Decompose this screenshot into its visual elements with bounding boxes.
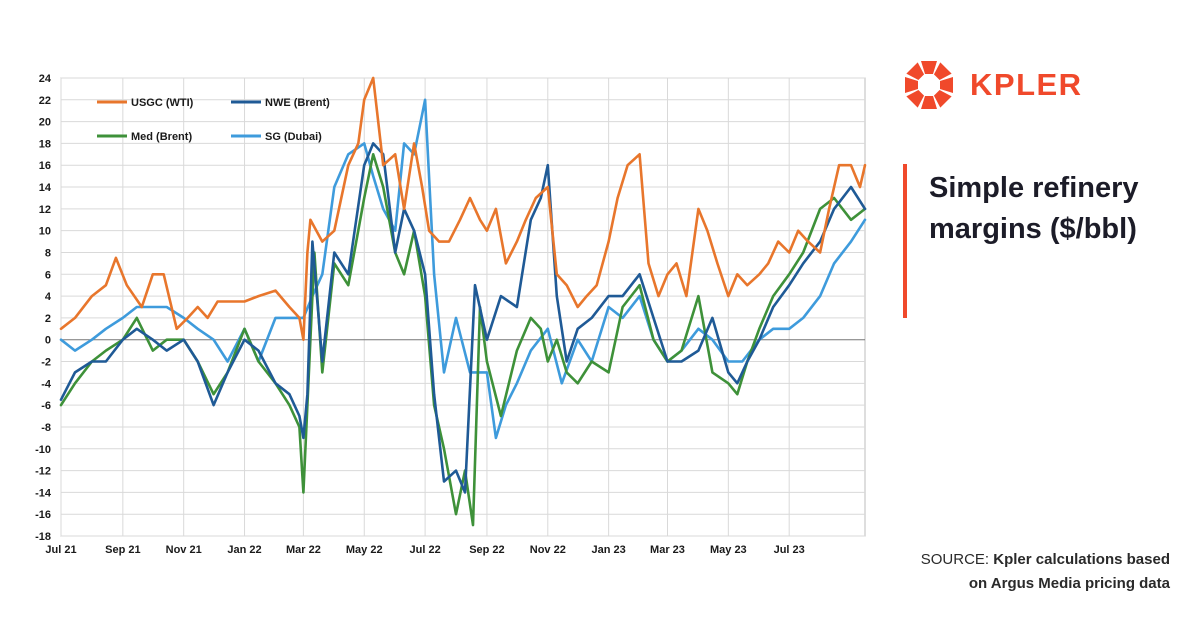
logo-wedge: [906, 62, 925, 81]
y-tick-label: 4: [45, 291, 52, 303]
x-tick-label: Jan 23: [592, 544, 626, 556]
legend-label: NWE (Brent): [265, 97, 330, 109]
x-tick-label: Jul 23: [774, 544, 805, 556]
x-gridlines: [60, 78, 790, 536]
y-tick-label: -10: [35, 444, 51, 456]
x-tick-label: Sep 21: [105, 544, 140, 556]
y-tick-label: 12: [39, 204, 51, 216]
source-prefix: SOURCE:: [920, 551, 994, 568]
x-tick-label: Jul 22: [410, 544, 441, 556]
logo-wedge: [905, 77, 918, 93]
series-line: [59, 142, 867, 494]
x-tick-label: Mar 23: [650, 544, 685, 556]
legend-label: SG (Dubai): [265, 131, 322, 143]
logo-wedge: [940, 77, 953, 93]
y-tick-label: -4: [41, 378, 52, 390]
y-tick-label: -18: [35, 531, 51, 543]
series-line: [59, 76, 867, 342]
source-note: SOURCE: Kpler calculations based on Argu…: [910, 548, 1170, 596]
legend: USGC (WTI) NWE (Brent) Med (Brent) SG (Duba…: [97, 97, 330, 143]
logo-wedge: [933, 89, 952, 108]
y-tick-label: 8: [45, 247, 51, 259]
y-gridlines: [61, 77, 865, 537]
y-tick-label: -6: [41, 400, 51, 412]
source-text: Kpler calculations based on Argus Media …: [968, 551, 1170, 592]
x-tick-label: May 23: [710, 544, 747, 556]
series-line: [59, 98, 867, 440]
y-axis-tick-labels: 242220181614121086420-2-4-6-8-10-12-14-1…: [35, 73, 52, 543]
y-tick-label: 2: [45, 313, 51, 325]
brand-name: KPLER: [970, 67, 1083, 102]
y-tick-label: 6: [45, 269, 51, 281]
y-tick-label: -2: [41, 357, 51, 369]
y-tick-label: 0: [45, 335, 51, 347]
logo-wedge: [921, 61, 937, 74]
legend-label: Med (Brent): [131, 131, 192, 143]
plot-area: [60, 77, 866, 537]
x-tick-label: Mar 22: [286, 544, 321, 556]
refinery-margins-chart: 242220181614121086420-2-4-6-8-10-12-14-1…: [35, 73, 867, 556]
legend-label: USGC (WTI): [131, 97, 194, 109]
logo-wedge: [933, 62, 952, 81]
x-axis-tick-labels: Jul 21 Sep 21 Nov 21 Jan 22 Mar 22 May 22 Jul …: [45, 544, 804, 556]
y-tick-label: -12: [35, 466, 51, 478]
logo-wedge: [921, 96, 937, 109]
page-title: Simple refinery margins ($/bbl): [929, 172, 1139, 245]
x-tick-label: May 22: [346, 544, 383, 556]
series-lines: [59, 76, 867, 527]
x-tick-label: Nov 21: [166, 544, 202, 556]
x-tick-label: Nov 22: [530, 544, 566, 556]
y-tick-label: -14: [35, 487, 52, 499]
y-tick-label: -8: [41, 422, 51, 434]
x-tick-label: Jan 22: [227, 544, 261, 556]
title-block: Simple refinery margins ($/bbl): [903, 164, 1197, 318]
y-tick-label: 18: [39, 138, 51, 150]
series-line: [59, 153, 867, 527]
y-tick-label: 20: [39, 117, 51, 129]
x-tick-label: Sep 22: [469, 544, 504, 556]
kpler-brand: KPLER: [902, 58, 1083, 112]
y-tick-label: 24: [39, 73, 52, 85]
y-tick-label: -16: [35, 509, 51, 521]
y-tick-label: 22: [39, 95, 51, 107]
logo-wedge: [906, 89, 925, 108]
y-tick-label: 14: [39, 182, 52, 194]
kpler-logo-icon: [905, 61, 953, 109]
y-tick-label: 16: [39, 160, 51, 172]
y-tick-label: 10: [39, 226, 51, 238]
x-tick-label: Jul 21: [45, 544, 76, 556]
